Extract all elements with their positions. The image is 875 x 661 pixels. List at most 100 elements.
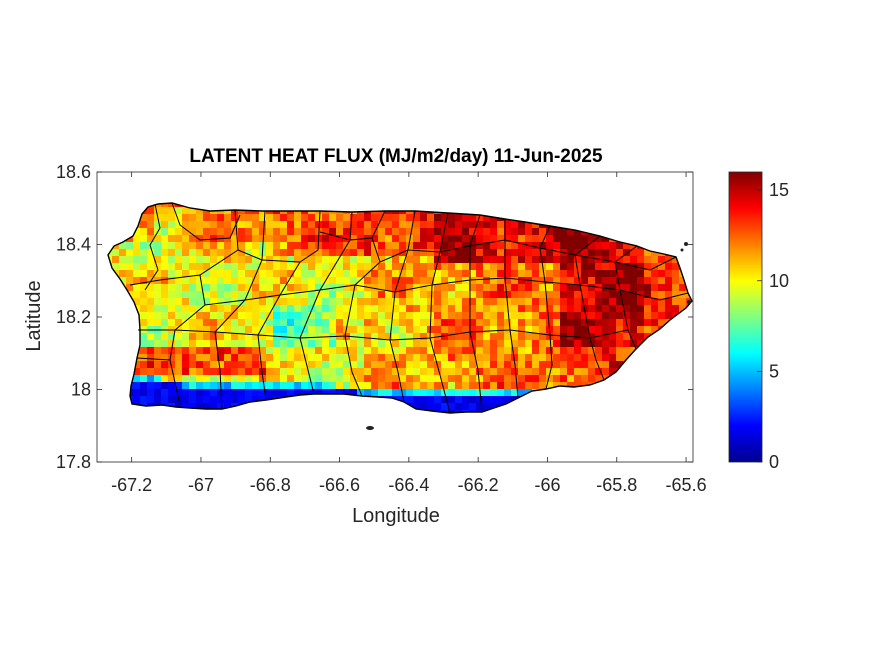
- field-cell: [511, 305, 519, 313]
- field-cell: [392, 312, 400, 320]
- field-cell: [595, 263, 603, 271]
- field-cell: [483, 375, 491, 383]
- field-cell: [161, 277, 169, 285]
- field-cell: [665, 312, 673, 320]
- field-cell: [378, 221, 386, 229]
- field-cell: [588, 326, 596, 334]
- field-cell: [168, 235, 176, 243]
- field-cell: [273, 347, 281, 355]
- field-cell: [168, 270, 176, 278]
- field-cell: [189, 284, 197, 292]
- field-cell: [553, 347, 561, 355]
- field-cell: [133, 256, 141, 264]
- field-cell: [140, 305, 148, 313]
- field-cell: [259, 389, 267, 397]
- field-cell: [182, 354, 190, 362]
- field-cell: [546, 361, 554, 369]
- field-cell: [469, 361, 477, 369]
- field-cell: [336, 228, 344, 236]
- field-cell: [693, 242, 701, 250]
- field-cell: [525, 326, 533, 334]
- field-cell: [196, 228, 204, 236]
- field-cell: [196, 256, 204, 264]
- y-axis-label: Latitude: [23, 280, 45, 351]
- field-cell: [140, 396, 148, 404]
- field-cell: [231, 221, 239, 229]
- field-cell: [371, 333, 379, 341]
- field-cell: [238, 221, 246, 229]
- field-cell: [168, 396, 176, 404]
- field-cell: [413, 368, 421, 376]
- field-cell: [294, 298, 302, 306]
- field-cell: [329, 291, 337, 299]
- field-cell: [154, 347, 162, 355]
- field-cell: [217, 403, 225, 411]
- field-cell: [539, 368, 547, 376]
- field-cell: [553, 298, 561, 306]
- field-cell: [665, 305, 673, 313]
- field-cell: [420, 249, 428, 257]
- field-cell: [476, 347, 484, 355]
- field-cell: [378, 326, 386, 334]
- field-cell: [308, 277, 316, 285]
- field-cell: [252, 263, 260, 271]
- field-cell: [210, 249, 218, 257]
- field-cell: [203, 249, 211, 257]
- field-cell: [476, 361, 484, 369]
- field-cell: [518, 270, 526, 278]
- field-cell: [427, 347, 435, 355]
- field-cell: [343, 354, 351, 362]
- field-cell: [315, 319, 323, 327]
- field-cell: [518, 368, 526, 376]
- field-cell: [210, 382, 218, 390]
- chart-title: LATENT HEAT FLUX (MJ/m2/day) 11-Jun-2025: [189, 146, 603, 167]
- field-cell: [182, 326, 190, 334]
- field-cell: [630, 298, 638, 306]
- field-cell: [469, 312, 477, 320]
- x-axis: -67.2 -67 -66.8 -66.6 -66.4 -66.2 -66 -65.8 -65.…: [111, 172, 707, 495]
- field-cell: [189, 291, 197, 299]
- field-cell: [308, 389, 316, 397]
- y-tick-label: 18.6: [56, 162, 91, 182]
- field-cell: [280, 312, 288, 320]
- field-cell: [581, 298, 589, 306]
- field-cell: [455, 354, 463, 362]
- field-cell: [252, 221, 260, 229]
- field-cell: [469, 249, 477, 257]
- field-cell: [518, 333, 526, 341]
- field-cell: [385, 228, 393, 236]
- field-cell: [525, 354, 533, 362]
- field-cell: [518, 221, 526, 229]
- field-cell: [175, 375, 183, 383]
- field-cell: [693, 354, 701, 362]
- field-cell: [238, 277, 246, 285]
- field-cell: [287, 214, 295, 222]
- field-cell: [252, 396, 260, 404]
- field-cell: [196, 382, 204, 390]
- field-cell: [581, 319, 589, 327]
- field-cell: [245, 284, 253, 292]
- field-cell: [322, 368, 330, 376]
- field-cell: [329, 214, 337, 222]
- field-cell: [161, 242, 169, 250]
- field-cell: [175, 347, 183, 355]
- field-cell: [224, 221, 232, 229]
- field-cell: [490, 298, 498, 306]
- field-cell: [679, 277, 687, 285]
- field-cell: [651, 319, 659, 327]
- field-cell: [161, 249, 169, 257]
- field-cell: [175, 284, 183, 292]
- field-cell: [308, 340, 316, 348]
- field-cell: [462, 333, 470, 341]
- field-cell: [378, 263, 386, 271]
- field-cell: [224, 375, 232, 383]
- field-cell: [140, 270, 148, 278]
- field-cell: [287, 382, 295, 390]
- field-cell: [210, 333, 218, 341]
- field-cell: [427, 284, 435, 292]
- field-cell: [147, 221, 155, 229]
- field-cell: [168, 298, 176, 306]
- field-cell: [504, 347, 512, 355]
- field-cell: [161, 312, 169, 320]
- field-cell: [497, 375, 505, 383]
